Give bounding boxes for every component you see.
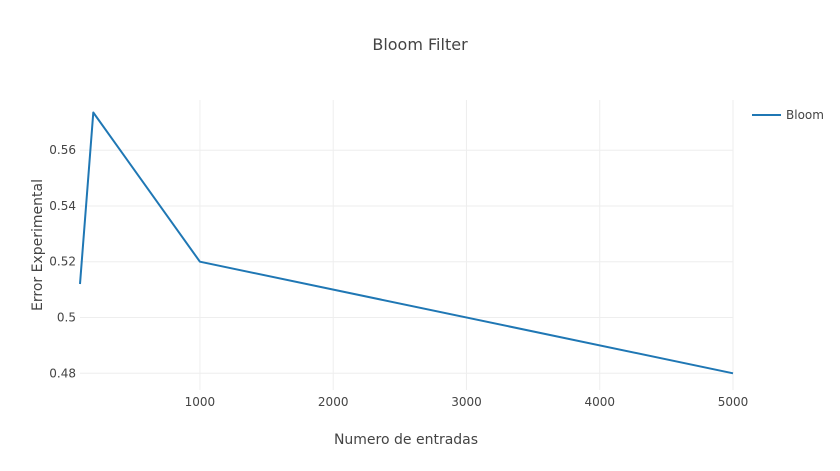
y-tick-label: 0.54 (49, 199, 76, 213)
y-tick-label: 0.48 (49, 366, 76, 380)
y-tick-label: 0.52 (49, 255, 76, 269)
x-tick-label: 3000 (451, 395, 482, 409)
y-tick-label: 0.56 (49, 143, 76, 157)
legend-item-bloom[interactable]: Bloom (752, 108, 824, 122)
x-tick-label: 2000 (318, 395, 349, 409)
legend-label: Bloom (786, 108, 824, 122)
x-tick-label: 1000 (185, 395, 216, 409)
x-axis-ticks: 1000 2000 3000 4000 5000 (185, 395, 749, 409)
gridlines (80, 100, 734, 390)
x-tick-label: 5000 (718, 395, 749, 409)
chart-title: Bloom Filter (372, 35, 468, 54)
y-tick-label: 0.5 (57, 311, 76, 325)
series-line-bloom (79, 111, 734, 375)
x-tick-label: 4000 (584, 395, 615, 409)
series-layer (79, 111, 734, 375)
legend[interactable]: Bloom (752, 108, 824, 122)
y-axis-ticks: 0.48 0.5 0.52 0.54 0.56 (49, 143, 76, 380)
y-axis-title: Error Experimental (30, 179, 46, 311)
x-axis-title: Numero de entradas (334, 432, 478, 448)
